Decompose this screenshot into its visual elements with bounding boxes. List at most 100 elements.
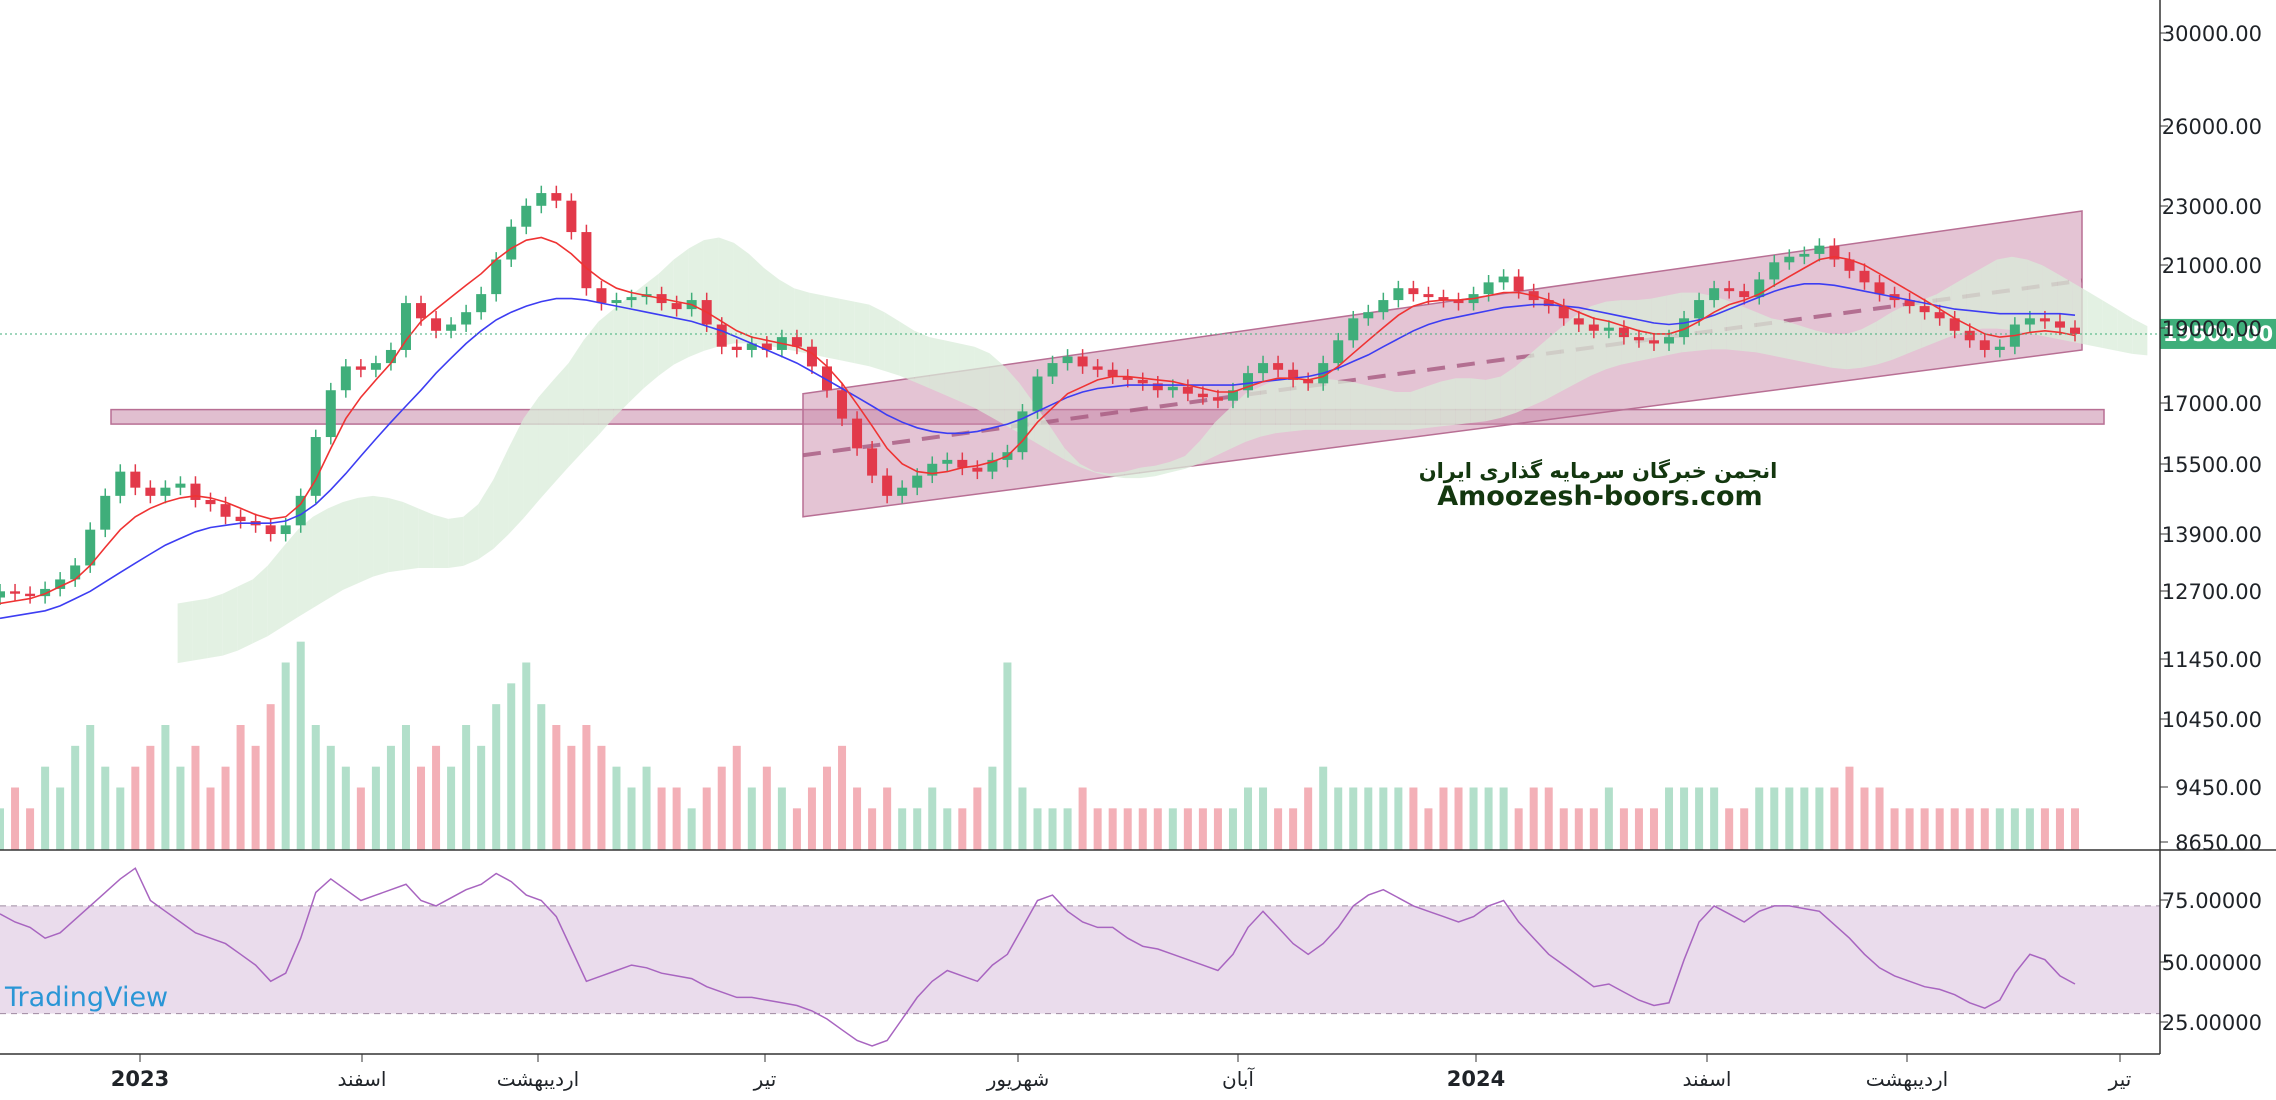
candle <box>1573 310 1584 332</box>
volume-bar <box>326 745 335 850</box>
cloud-segment <box>418 508 434 568</box>
volume-bar <box>913 808 922 850</box>
price-tick-label: 12700.00 <box>2162 580 2262 604</box>
candle-body <box>1152 383 1163 391</box>
volume-bar <box>1123 808 1132 850</box>
cloud-segment <box>1756 312 1772 356</box>
cloud-segment <box>1440 378 1456 427</box>
candle-body <box>1769 262 1780 280</box>
volume-bar <box>1800 787 1809 850</box>
price-tick-label: 11450.00 <box>2162 648 2262 672</box>
volume-bar <box>1048 808 1057 850</box>
cloud-segment <box>388 497 404 573</box>
candle-body <box>355 366 366 370</box>
volume-bar <box>2010 808 2019 850</box>
cloud-segment <box>297 516 313 618</box>
volume-bar <box>161 725 170 850</box>
candle <box>10 583 21 602</box>
cloud-segment <box>1410 386 1426 430</box>
candle <box>1814 238 1825 262</box>
candle-body <box>2070 327 2080 334</box>
rsi-line <box>0 867 2076 1047</box>
cloud-segment <box>1260 379 1276 437</box>
tradingview-logo[interactable]: TradingView <box>4 982 168 1013</box>
volume-bar <box>672 787 681 850</box>
candle-body <box>837 390 848 419</box>
volume-bar <box>1634 808 1643 850</box>
cloud-segment <box>1786 321 1802 362</box>
price-tick-label: 17000.00 <box>2162 392 2262 416</box>
cloud-segment <box>1575 306 1592 384</box>
cloud-segment <box>568 340 584 468</box>
volume-bar <box>1078 787 1087 850</box>
cloud-segment <box>628 285 644 403</box>
volume-bar <box>1815 787 1824 850</box>
volume-bar <box>281 662 290 850</box>
volume-bar <box>311 725 320 850</box>
candle-body <box>1032 376 1043 412</box>
candle <box>461 304 472 332</box>
volume-bar <box>1304 787 1313 850</box>
cloud-segment <box>1290 376 1306 432</box>
cloud-segment <box>1816 330 1832 368</box>
volume-bar <box>822 766 831 850</box>
candle <box>1077 349 1088 374</box>
candle-body <box>1273 363 1284 370</box>
cloud-segment <box>342 497 359 590</box>
candle <box>806 339 817 374</box>
candle-body <box>55 579 66 589</box>
candle-body <box>987 459 998 472</box>
candle-body <box>1679 318 1690 338</box>
volume-bar <box>868 808 877 850</box>
candle-body <box>957 459 968 468</box>
volume-bar <box>1710 787 1719 850</box>
volume-bar <box>883 787 892 850</box>
cloud-segment <box>1560 315 1576 392</box>
candle <box>1829 238 1840 267</box>
candle-body <box>1618 327 1629 338</box>
candle-body <box>1513 276 1524 292</box>
volume-bar <box>176 766 185 850</box>
cloud-segment <box>1500 366 1516 418</box>
cloud-segment <box>1185 440 1201 469</box>
volume-bar <box>1454 787 1463 850</box>
candle <box>882 468 893 504</box>
price-tick-label: 15500.00 <box>2162 453 2262 477</box>
candle <box>446 317 457 339</box>
cloud-segment <box>523 397 539 519</box>
cloud-segment <box>1876 312 1892 365</box>
candle <box>55 572 66 597</box>
candle-body <box>325 390 336 438</box>
candle-body <box>1258 363 1269 374</box>
candle <box>1197 386 1208 405</box>
candle <box>1393 280 1404 308</box>
candle-body <box>596 288 607 304</box>
watermark-line2: Amoozesh-boors.com <box>1437 481 1762 512</box>
volume-bar <box>507 683 516 850</box>
rsi-tick-label: 75.00000 <box>2162 889 2262 913</box>
candle-body <box>1573 318 1584 325</box>
cloud-segment <box>267 547 283 637</box>
candle <box>972 460 983 480</box>
candle-body <box>536 193 547 206</box>
cloud-segment <box>1049 425 1065 460</box>
cloud-segment <box>1365 385 1381 430</box>
candle <box>611 292 622 311</box>
time-tick-label: شهریور <box>986 1067 1050 1091</box>
candle <box>1438 289 1449 308</box>
candle-body <box>1408 288 1419 295</box>
candle <box>1017 404 1028 460</box>
cloud-segment <box>1139 465 1155 479</box>
volume-bar <box>1785 787 1794 850</box>
volume-bar <box>1259 787 1268 850</box>
candle <box>1303 372 1314 391</box>
cloud-segment <box>899 321 915 382</box>
volume-bars <box>0 641 2079 850</box>
volume-bar <box>597 745 606 850</box>
volume-bar <box>26 808 35 850</box>
volume-bar <box>838 745 847 850</box>
price-tick-label: 26000.00 <box>2162 115 2262 139</box>
volume-bar <box>462 725 471 850</box>
cloud-segment <box>1966 267 1982 332</box>
